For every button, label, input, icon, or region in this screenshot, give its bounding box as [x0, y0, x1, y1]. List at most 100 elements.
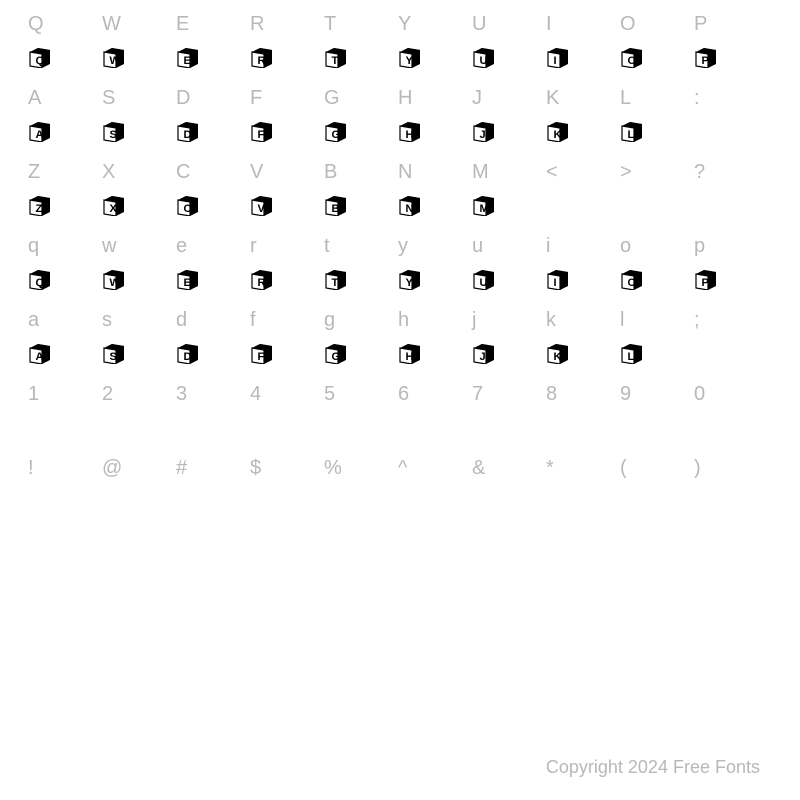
- char-label: 3: [176, 384, 187, 404]
- label-cell: C: [176, 162, 250, 190]
- svg-text:T: T: [332, 55, 339, 67]
- svg-text:G: G: [332, 351, 341, 363]
- glyph-cell: D: [176, 120, 250, 150]
- label-cell: !: [28, 458, 102, 486]
- svg-text:Q: Q: [36, 277, 45, 289]
- glyph-cell: W: [102, 268, 176, 298]
- glyph-cell: L: [620, 342, 694, 372]
- glyph-cell: O: [620, 46, 694, 76]
- svg-text:U: U: [480, 55, 488, 67]
- glyph-cell: F: [250, 342, 324, 372]
- label-cell: d: [176, 310, 250, 338]
- glyph-cell: K: [546, 342, 620, 372]
- glyph-k: K: [546, 120, 568, 138]
- glyph-cell: F: [250, 120, 324, 150]
- glyph-a: A: [28, 120, 50, 138]
- label-cell: J: [472, 88, 546, 116]
- glyph-cell: V: [250, 194, 324, 224]
- char-label: 1: [28, 384, 39, 404]
- glyph-cell: D: [176, 342, 250, 372]
- label-cell: k: [546, 310, 620, 338]
- char-label: 5: [324, 384, 335, 404]
- glyph-cell: [398, 490, 472, 520]
- glyph-f: F: [250, 120, 272, 138]
- char-label: o: [620, 236, 631, 256]
- label-cell: Y: [398, 14, 472, 42]
- char-label: @: [102, 458, 122, 478]
- label-cell: j: [472, 310, 546, 338]
- svg-text:X: X: [110, 203, 118, 215]
- glyph-l: L: [620, 342, 642, 360]
- char-label: h: [398, 310, 409, 330]
- label-cell: A: [28, 88, 102, 116]
- label-cell: <: [546, 162, 620, 190]
- svg-text:Y: Y: [406, 55, 414, 67]
- char-label: L: [620, 88, 631, 108]
- label-cell: T: [324, 14, 398, 42]
- label-cell: D: [176, 88, 250, 116]
- glyph-g: G: [324, 342, 346, 360]
- glyph-cell: U: [472, 268, 546, 298]
- glyph-w: W: [102, 268, 124, 286]
- glyph-cell: [102, 416, 176, 446]
- glyph-d: D: [176, 342, 198, 360]
- svg-text:A: A: [36, 351, 44, 363]
- glyph-m: M: [472, 194, 494, 212]
- glyph-l: L: [620, 120, 642, 138]
- char-label: R: [250, 14, 264, 34]
- glyph-y: Y: [398, 268, 420, 286]
- svg-text:G: G: [332, 129, 341, 141]
- label-cell: h: [398, 310, 472, 338]
- glyph-cell: S: [102, 342, 176, 372]
- char-label: >: [620, 162, 632, 182]
- glyph-s: S: [102, 120, 124, 138]
- glyph-u: U: [472, 268, 494, 286]
- glyph-cell: Y: [398, 268, 472, 298]
- char-label: a: [28, 310, 39, 330]
- glyph-cell: [398, 416, 472, 446]
- glyph-cell: [176, 416, 250, 446]
- glyph-cell: [28, 416, 102, 446]
- char-label: i: [546, 236, 550, 256]
- svg-text:M: M: [480, 203, 489, 215]
- glyph-e: E: [176, 46, 198, 64]
- char-label: w: [102, 236, 116, 256]
- glyph-r: R: [250, 46, 272, 64]
- glyph-a: A: [28, 342, 50, 360]
- glyph-cell: [694, 416, 768, 446]
- glyph-i: I: [546, 268, 568, 286]
- glyph-cell: S: [102, 120, 176, 150]
- glyph-cell: [176, 490, 250, 520]
- glyph-cell: [620, 194, 694, 224]
- char-label: G: [324, 88, 340, 108]
- glyph-cell: [324, 490, 398, 520]
- glyph-u: U: [472, 46, 494, 64]
- svg-text:H: H: [406, 351, 414, 363]
- label-cell: H: [398, 88, 472, 116]
- svg-text:H: H: [406, 129, 414, 141]
- glyph-cell: A: [28, 120, 102, 150]
- label-cell: I: [546, 14, 620, 42]
- label-cell: G: [324, 88, 398, 116]
- glyph-cell: [694, 120, 768, 150]
- label-cell: 0: [694, 384, 768, 412]
- char-label: ?: [694, 162, 705, 182]
- label-cell: q: [28, 236, 102, 264]
- label-cell: 7: [472, 384, 546, 412]
- label-cell: 2: [102, 384, 176, 412]
- char-label: T: [324, 14, 336, 34]
- character-map: QWERTYUIOP Q W E R T Y U I: [28, 14, 782, 520]
- char-label: X: [102, 162, 115, 182]
- svg-text:L: L: [628, 351, 635, 363]
- glyph-j: J: [472, 342, 494, 360]
- svg-text:P: P: [702, 277, 709, 289]
- char-label: U: [472, 14, 486, 34]
- label-cell: P: [694, 14, 768, 42]
- svg-text:J: J: [480, 351, 486, 363]
- char-label: (: [620, 458, 627, 478]
- glyph-cell: X: [102, 194, 176, 224]
- label-cell: F: [250, 88, 324, 116]
- glyph-cell: M: [472, 194, 546, 224]
- glyph-cell: N: [398, 194, 472, 224]
- char-label: F: [250, 88, 262, 108]
